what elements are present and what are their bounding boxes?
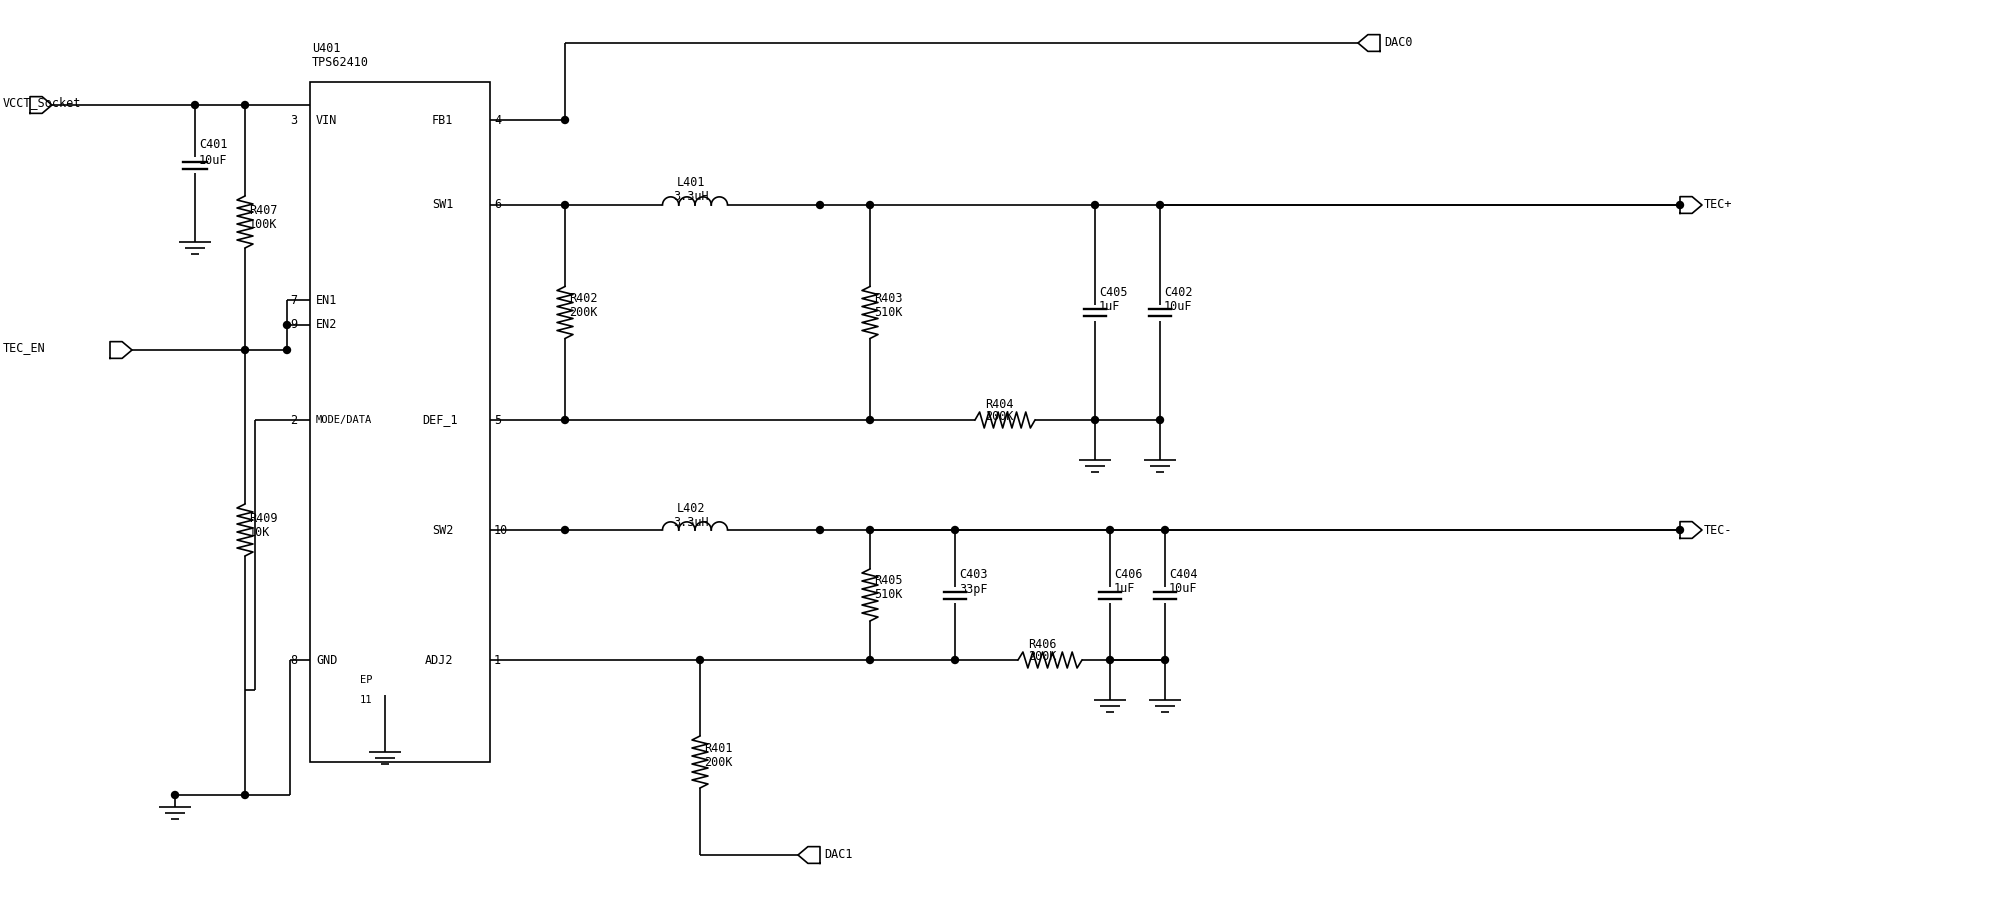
Circle shape [1157, 201, 1163, 208]
Text: SW1: SW1 [431, 198, 454, 211]
Text: TEC-: TEC- [1704, 523, 1732, 537]
Circle shape [696, 656, 704, 663]
Text: 5: 5 [494, 413, 502, 427]
Circle shape [867, 201, 873, 208]
Text: C401: C401 [200, 138, 228, 151]
Text: TEC+: TEC+ [1704, 198, 1732, 211]
Text: C406: C406 [1115, 569, 1143, 581]
Text: SW2: SW2 [431, 523, 454, 537]
Circle shape [867, 527, 873, 533]
Text: C405: C405 [1099, 286, 1127, 299]
Text: 1: 1 [494, 653, 502, 666]
Text: 200K: 200K [1028, 651, 1056, 663]
Text: 10uF: 10uF [1169, 582, 1198, 595]
Text: ADJ2: ADJ2 [425, 653, 454, 666]
Circle shape [1161, 527, 1169, 533]
Text: R407: R407 [250, 204, 278, 217]
Circle shape [1107, 656, 1113, 663]
Text: TPS62410: TPS62410 [312, 56, 369, 69]
Text: 10uF: 10uF [200, 154, 228, 167]
Circle shape [562, 417, 569, 423]
Circle shape [816, 527, 823, 533]
Circle shape [562, 527, 569, 533]
Text: EN2: EN2 [317, 318, 337, 331]
Text: FB1: FB1 [431, 114, 454, 126]
Text: DAC1: DAC1 [825, 848, 853, 862]
Circle shape [562, 201, 569, 208]
Circle shape [171, 792, 179, 798]
Circle shape [816, 201, 823, 208]
Text: 8: 8 [290, 653, 296, 666]
Text: 510K: 510K [875, 589, 903, 602]
Text: R401: R401 [704, 742, 732, 754]
Circle shape [192, 102, 198, 108]
Text: C402: C402 [1163, 286, 1193, 299]
Text: 4: 4 [494, 114, 502, 126]
Circle shape [952, 527, 958, 533]
Text: 200K: 200K [704, 755, 732, 769]
Circle shape [867, 417, 873, 423]
Text: R405: R405 [875, 574, 903, 588]
Circle shape [284, 321, 290, 329]
Circle shape [1091, 201, 1099, 208]
Text: 200K: 200K [986, 410, 1014, 423]
Text: GND: GND [317, 653, 337, 666]
Circle shape [1161, 656, 1169, 663]
Text: 510K: 510K [875, 306, 903, 319]
Text: 7: 7 [290, 294, 296, 307]
Text: 1uF: 1uF [1115, 582, 1135, 595]
Circle shape [952, 656, 958, 663]
Text: 10K: 10K [250, 527, 270, 540]
Text: C403: C403 [960, 569, 988, 581]
Text: 11: 11 [361, 695, 373, 705]
Text: 200K: 200K [569, 306, 597, 319]
Text: L401: L401 [677, 177, 706, 189]
Text: 9: 9 [290, 318, 296, 331]
Circle shape [562, 116, 569, 124]
Text: R403: R403 [875, 292, 903, 305]
Circle shape [1091, 417, 1099, 423]
Circle shape [242, 347, 248, 353]
Text: L402: L402 [677, 501, 706, 514]
Text: R404: R404 [986, 398, 1014, 410]
Text: 3.3uH: 3.3uH [673, 190, 710, 204]
Text: 6: 6 [494, 198, 502, 211]
Text: R409: R409 [250, 511, 278, 524]
Text: MODE/DATA: MODE/DATA [317, 415, 373, 425]
Text: DAC0: DAC0 [1385, 36, 1413, 49]
Text: TEC_EN: TEC_EN [2, 341, 46, 355]
Text: 1uF: 1uF [1099, 300, 1121, 313]
Text: C404: C404 [1169, 569, 1198, 581]
Text: 100K: 100K [250, 218, 278, 231]
Text: R402: R402 [569, 292, 597, 305]
Text: 33pF: 33pF [960, 582, 988, 595]
Text: EN1: EN1 [317, 294, 337, 307]
Text: EP: EP [361, 675, 373, 685]
Circle shape [1157, 417, 1163, 423]
Circle shape [1677, 201, 1683, 208]
Circle shape [867, 656, 873, 663]
Text: 2: 2 [290, 413, 296, 427]
Text: VCCT_Socket: VCCT_Socket [2, 96, 81, 109]
Text: 10: 10 [494, 523, 508, 537]
Text: 10uF: 10uF [1163, 300, 1193, 313]
Text: U401: U401 [312, 42, 341, 55]
Circle shape [284, 347, 290, 353]
Circle shape [1107, 527, 1113, 533]
Circle shape [242, 792, 248, 798]
Circle shape [1677, 527, 1683, 533]
Text: R406: R406 [1028, 638, 1056, 651]
Text: 3.3uH: 3.3uH [673, 515, 710, 529]
Bar [310, 82, 490, 762]
Text: VIN: VIN [317, 114, 337, 126]
Circle shape [242, 102, 248, 108]
Text: DEF_1: DEF_1 [421, 413, 458, 427]
Text: 3: 3 [290, 114, 296, 126]
